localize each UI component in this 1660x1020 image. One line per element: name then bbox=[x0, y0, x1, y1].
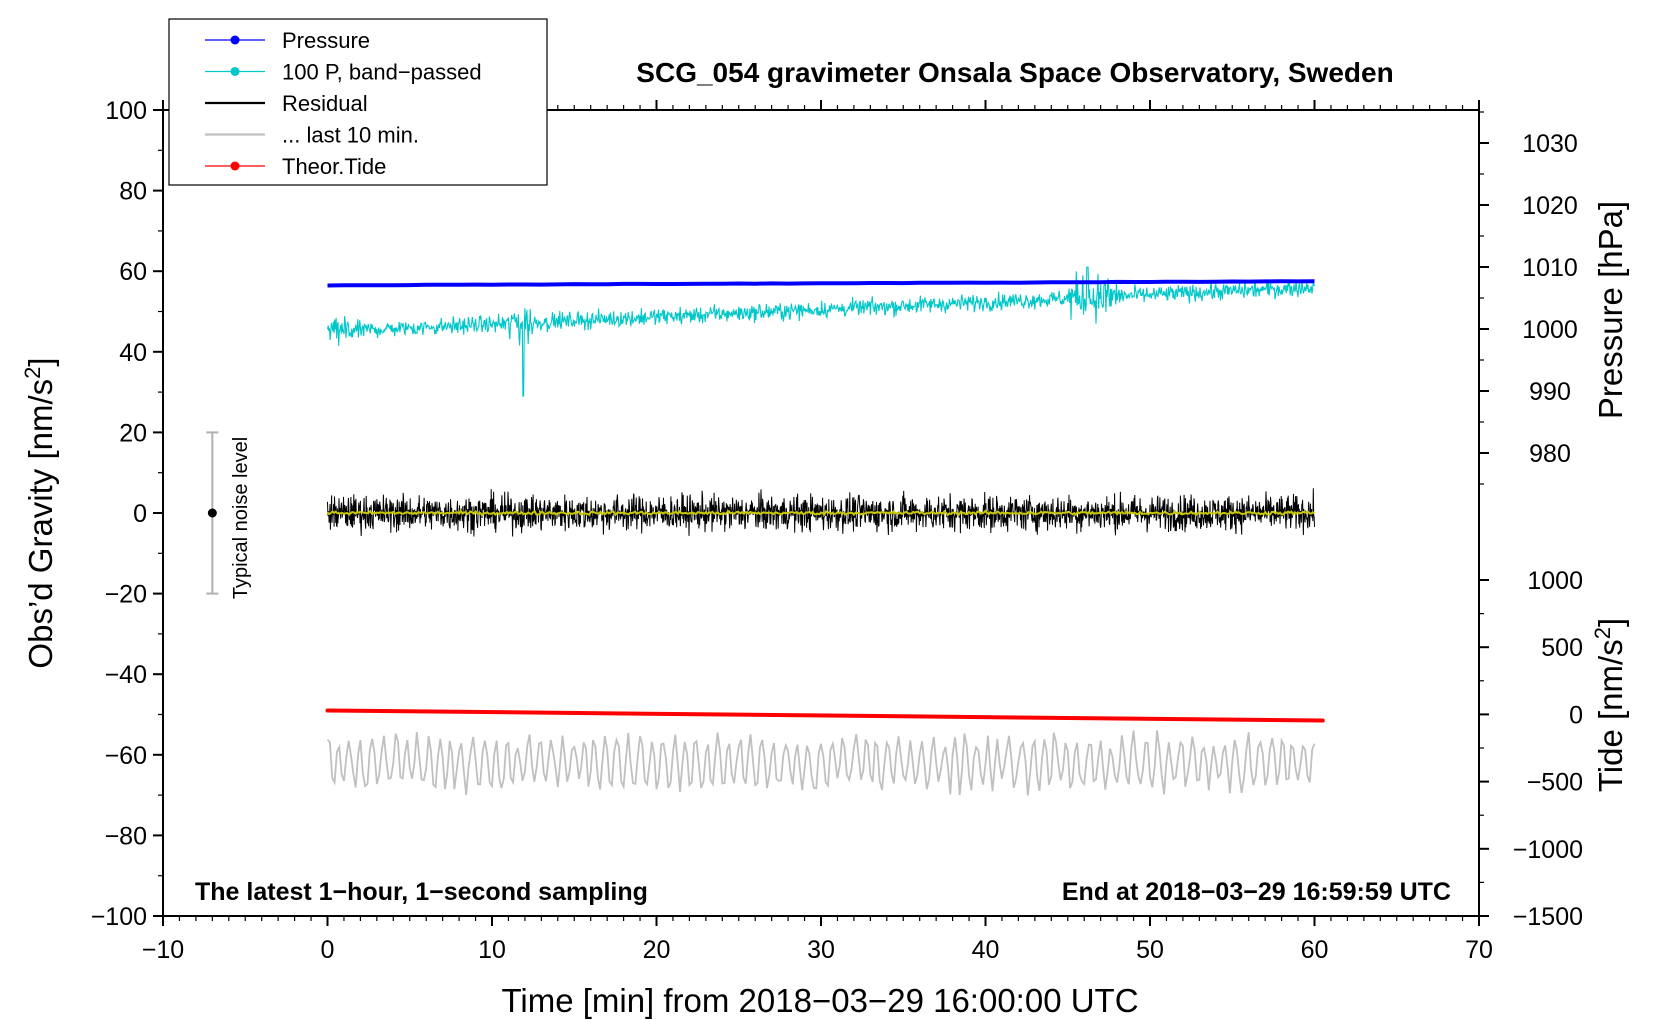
x-tick-label: 50 bbox=[1136, 936, 1164, 964]
series-band-passed-pressure bbox=[326, 266, 1316, 397]
tide-tick-label: 1000 bbox=[1527, 567, 1583, 595]
y-axis-label-left-sup: 2 bbox=[20, 367, 45, 379]
series-pressure bbox=[327, 279, 1315, 288]
y-axis-label-pressure: Pressure [hPa] bbox=[1592, 201, 1629, 419]
legend-label: ... last 10 min. bbox=[282, 123, 419, 148]
y-axis-label-left-main: Obs’d Gravity [nm/s bbox=[22, 379, 59, 669]
tide-tick-labels: 1000 500 0 −500 −1000 −1500 bbox=[1513, 567, 1583, 931]
y-tick-label: 100 bbox=[105, 97, 147, 125]
noise-label: Typical noise level bbox=[230, 437, 252, 599]
note-left: The latest 1−hour, 1−second sampling bbox=[195, 878, 648, 906]
series-theoretical-tide bbox=[325, 708, 1325, 723]
y-tick-label: −20 bbox=[105, 581, 147, 609]
y-axis-label-left-end: ] bbox=[22, 357, 59, 366]
y-tick-label: 40 bbox=[119, 339, 147, 367]
y-axis-label-tide: Tide [nm/s2] bbox=[1590, 618, 1629, 792]
x-tick-label: 10 bbox=[478, 936, 506, 964]
tide-tick-label: 0 bbox=[1569, 701, 1583, 729]
y-tick-labels: 100 80 60 40 20 0 −20 −40 −60 −80 −100 bbox=[91, 97, 147, 931]
y-tick-label: 0 bbox=[133, 500, 147, 528]
series-last-10-min bbox=[326, 730, 1316, 796]
pressure-tick-label: 1010 bbox=[1522, 254, 1578, 282]
y-axis-label-tide-main: Tide [nm/s bbox=[1592, 639, 1629, 792]
noise-dot bbox=[207, 508, 217, 518]
y-tick-label: −40 bbox=[105, 661, 147, 689]
legend-marker bbox=[230, 35, 240, 45]
noise-indicator: Typical noise level bbox=[206, 431, 252, 599]
y-tick-label: 80 bbox=[119, 178, 147, 206]
x-axis-label: Time [min] from 2018−03−29 16:00:00 UTC bbox=[501, 982, 1138, 1019]
axis-ticks bbox=[153, 100, 1489, 926]
legend-items: Pressure 100 P, band−passed Residual ... la… bbox=[205, 28, 482, 179]
x-tick-label: 40 bbox=[972, 936, 1000, 964]
pressure-tick-label: 1020 bbox=[1522, 192, 1578, 220]
series-residual-smoothed bbox=[326, 508, 1315, 517]
pressure-tick-label: 1030 bbox=[1522, 130, 1578, 158]
y-tick-label: 20 bbox=[119, 419, 147, 447]
y-tick-label: −80 bbox=[105, 822, 147, 850]
pressure-tick-label: 1000 bbox=[1522, 316, 1578, 344]
pressure-tick-label: 990 bbox=[1529, 378, 1571, 406]
x-tick-label: −10 bbox=[142, 936, 184, 964]
x-tick-label: 30 bbox=[807, 936, 835, 964]
pressure-tick-labels: 1030 1020 1010 1000 990 980 bbox=[1522, 130, 1578, 468]
legend-marker bbox=[230, 67, 240, 76]
x-tick-label: 0 bbox=[321, 936, 335, 964]
y-axis-label-tide-sup: 2 bbox=[1590, 627, 1615, 639]
x-tick-labels: −10 0 10 20 30 40 50 60 70 bbox=[142, 936, 1493, 964]
legend-marker bbox=[230, 161, 240, 171]
series-residual bbox=[327, 488, 1315, 537]
x-tick-label: 60 bbox=[1301, 936, 1329, 964]
legend-label: Theor.Tide bbox=[282, 154, 386, 179]
chart-title: SCG_054 gravimeter Onsala Space Observat… bbox=[636, 57, 1393, 88]
y-tick-label: 60 bbox=[119, 258, 147, 286]
tide-tick-label: −500 bbox=[1527, 769, 1583, 797]
x-tick-label: 20 bbox=[643, 936, 671, 964]
legend-label: Pressure bbox=[282, 28, 370, 53]
y-axis-label-left: Obs’d Gravity [nm/s2] bbox=[20, 357, 59, 668]
legend: Pressure 100 P, band−passed Residual ... la… bbox=[168, 18, 548, 186]
note-right: End at 2018−03−29 16:59:59 UTC bbox=[1062, 878, 1451, 906]
y-tick-label: −60 bbox=[105, 742, 147, 770]
tide-tick-label: −1500 bbox=[1513, 903, 1583, 931]
legend-label: Residual bbox=[282, 91, 368, 116]
tide-tick-label: 500 bbox=[1541, 634, 1583, 662]
series-layer bbox=[325, 266, 1325, 796]
x-tick-label: 70 bbox=[1465, 936, 1493, 964]
y-axis-label-tide-end: ] bbox=[1592, 618, 1629, 627]
legend-label: 100 P, band−passed bbox=[282, 60, 482, 85]
y-tick-label: −100 bbox=[91, 903, 147, 931]
pressure-tick-label: 980 bbox=[1529, 440, 1571, 468]
tide-tick-label: −1000 bbox=[1513, 836, 1583, 864]
